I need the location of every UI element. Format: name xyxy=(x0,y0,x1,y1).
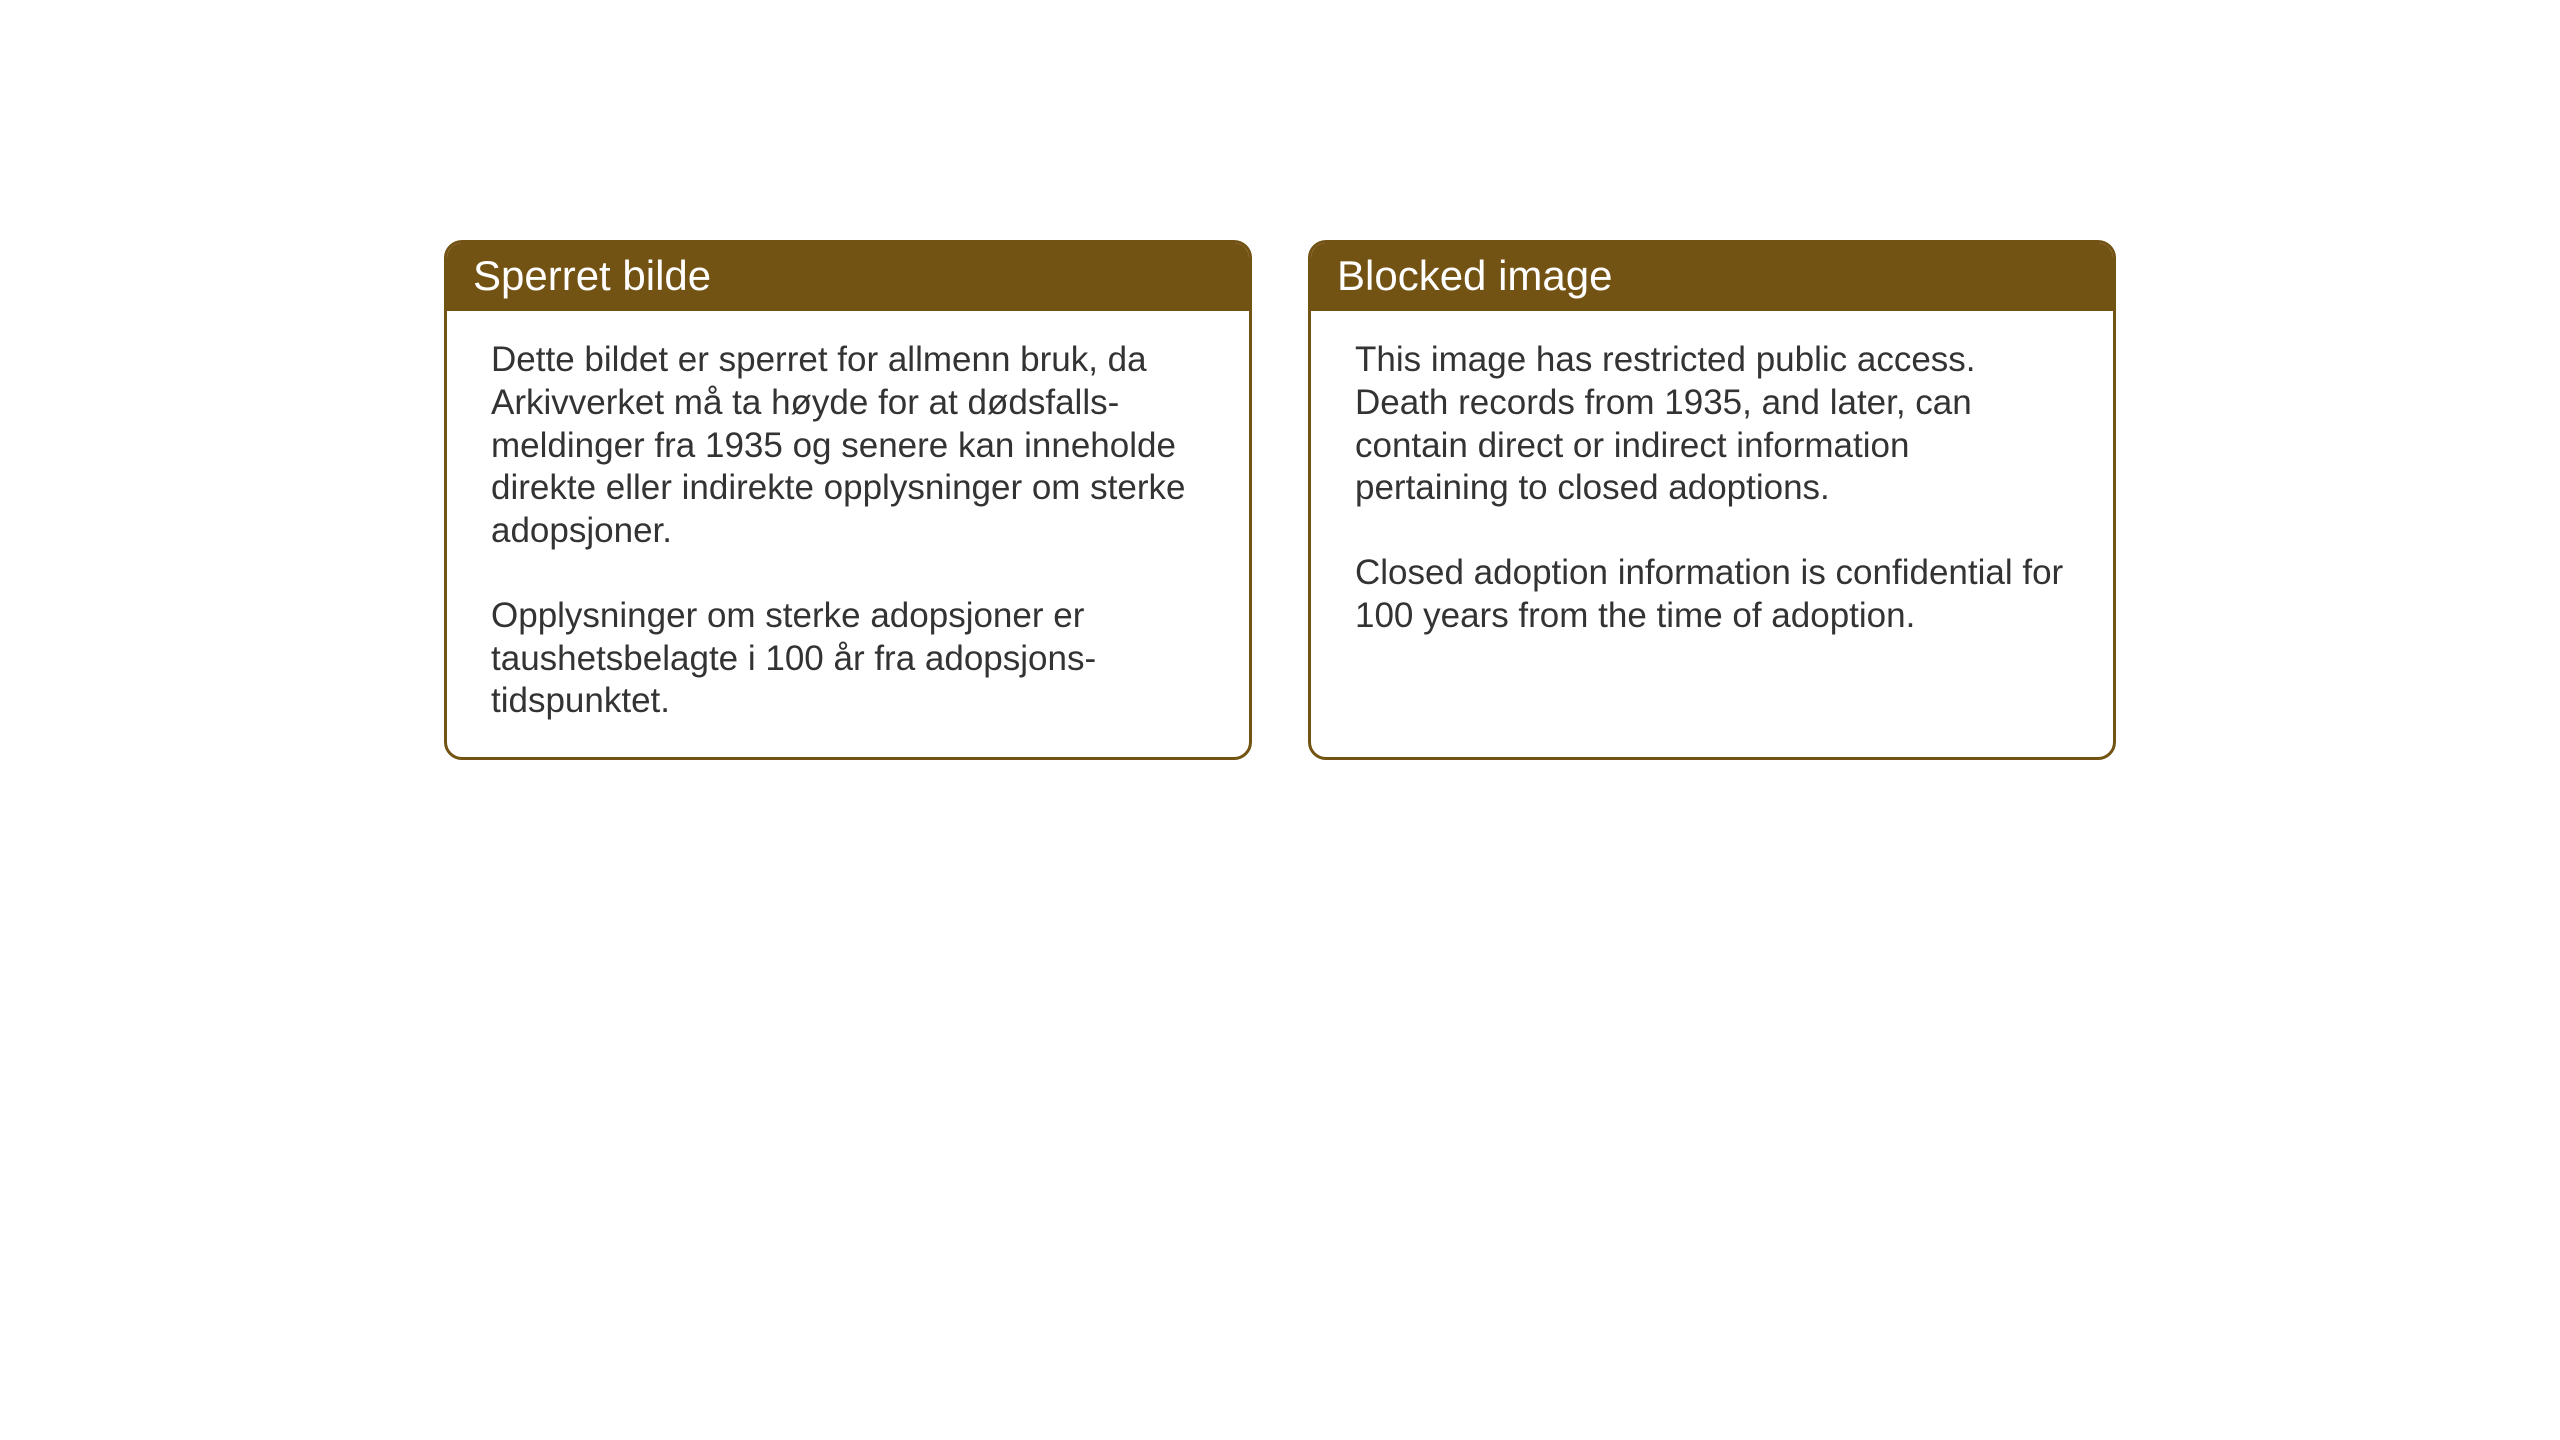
notice-paragraph: Opplysninger om sterke adopsjoner er tau… xyxy=(491,595,1205,723)
notice-container: Sperret bilde Dette bildet er sperret fo… xyxy=(444,240,2116,760)
notice-body-english: This image has restricted public access.… xyxy=(1311,311,2113,757)
notice-paragraph: Closed adoption information is confident… xyxy=(1355,552,2069,637)
notice-box-english: Blocked image This image has restricted … xyxy=(1308,240,2116,760)
notice-body-norwegian: Dette bildet er sperret for allmenn bruk… xyxy=(447,311,1249,757)
notice-box-norwegian: Sperret bilde Dette bildet er sperret fo… xyxy=(444,240,1252,760)
notice-paragraph: Dette bildet er sperret for allmenn bruk… xyxy=(491,339,1205,552)
notice-header-english: Blocked image xyxy=(1311,243,2113,311)
notice-header-norwegian: Sperret bilde xyxy=(447,243,1249,311)
notice-paragraph: This image has restricted public access.… xyxy=(1355,339,2069,510)
